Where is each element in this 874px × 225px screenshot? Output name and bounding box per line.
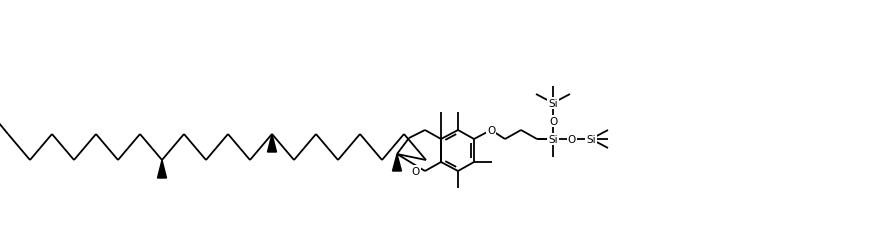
Text: Si: Si <box>586 134 596 144</box>
Text: O: O <box>568 134 576 144</box>
Polygon shape <box>157 160 167 178</box>
Polygon shape <box>267 134 276 152</box>
Text: Si: Si <box>548 99 558 108</box>
Polygon shape <box>392 154 401 171</box>
Text: O: O <box>549 117 557 126</box>
Text: O: O <box>487 126 496 135</box>
Text: O: O <box>412 166 420 176</box>
Text: Si: Si <box>548 134 558 144</box>
